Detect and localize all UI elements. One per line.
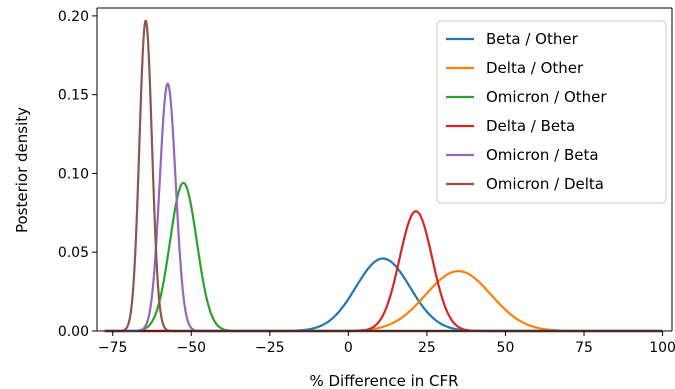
legend-label: Delta / Other xyxy=(486,59,584,77)
x-tick-label: −50 xyxy=(176,340,206,356)
x-tick-label: −75 xyxy=(98,340,128,356)
y-tick-label: 0.10 xyxy=(58,166,89,182)
legend-label: Omicron / Delta xyxy=(486,175,604,193)
x-tick-label: 75 xyxy=(575,340,593,356)
y-axis-label: Posterior density xyxy=(13,107,31,233)
y-tick-label: 0.00 xyxy=(58,324,89,340)
legend-label: Beta / Other xyxy=(486,30,579,48)
axes-layer: −75 −50 −25 0 25 50 75 100 0.00 0.05 0.10 0.15 0.20 xyxy=(58,7,675,356)
y-tick-label: 0.15 xyxy=(58,88,89,104)
y-tick-label: 0.20 xyxy=(58,9,89,25)
x-tick-label: 0 xyxy=(344,340,353,356)
x-axis-label: % Difference in CFR xyxy=(309,372,458,389)
legend: Beta / Other Delta / Other Omicron / Other… xyxy=(436,20,667,204)
y-tick-label: 0.05 xyxy=(58,245,89,261)
x-tick-label: 50 xyxy=(497,340,515,356)
x-tick-label: 100 xyxy=(649,340,675,356)
legend-label: Omicron / Other xyxy=(486,88,607,106)
legend-box xyxy=(436,20,667,204)
x-tick-label: 25 xyxy=(418,340,436,356)
legend-label: Delta / Beta xyxy=(486,117,575,135)
x-tick-label: −25 xyxy=(255,340,285,356)
legend-label: Omicron / Beta xyxy=(486,146,599,164)
